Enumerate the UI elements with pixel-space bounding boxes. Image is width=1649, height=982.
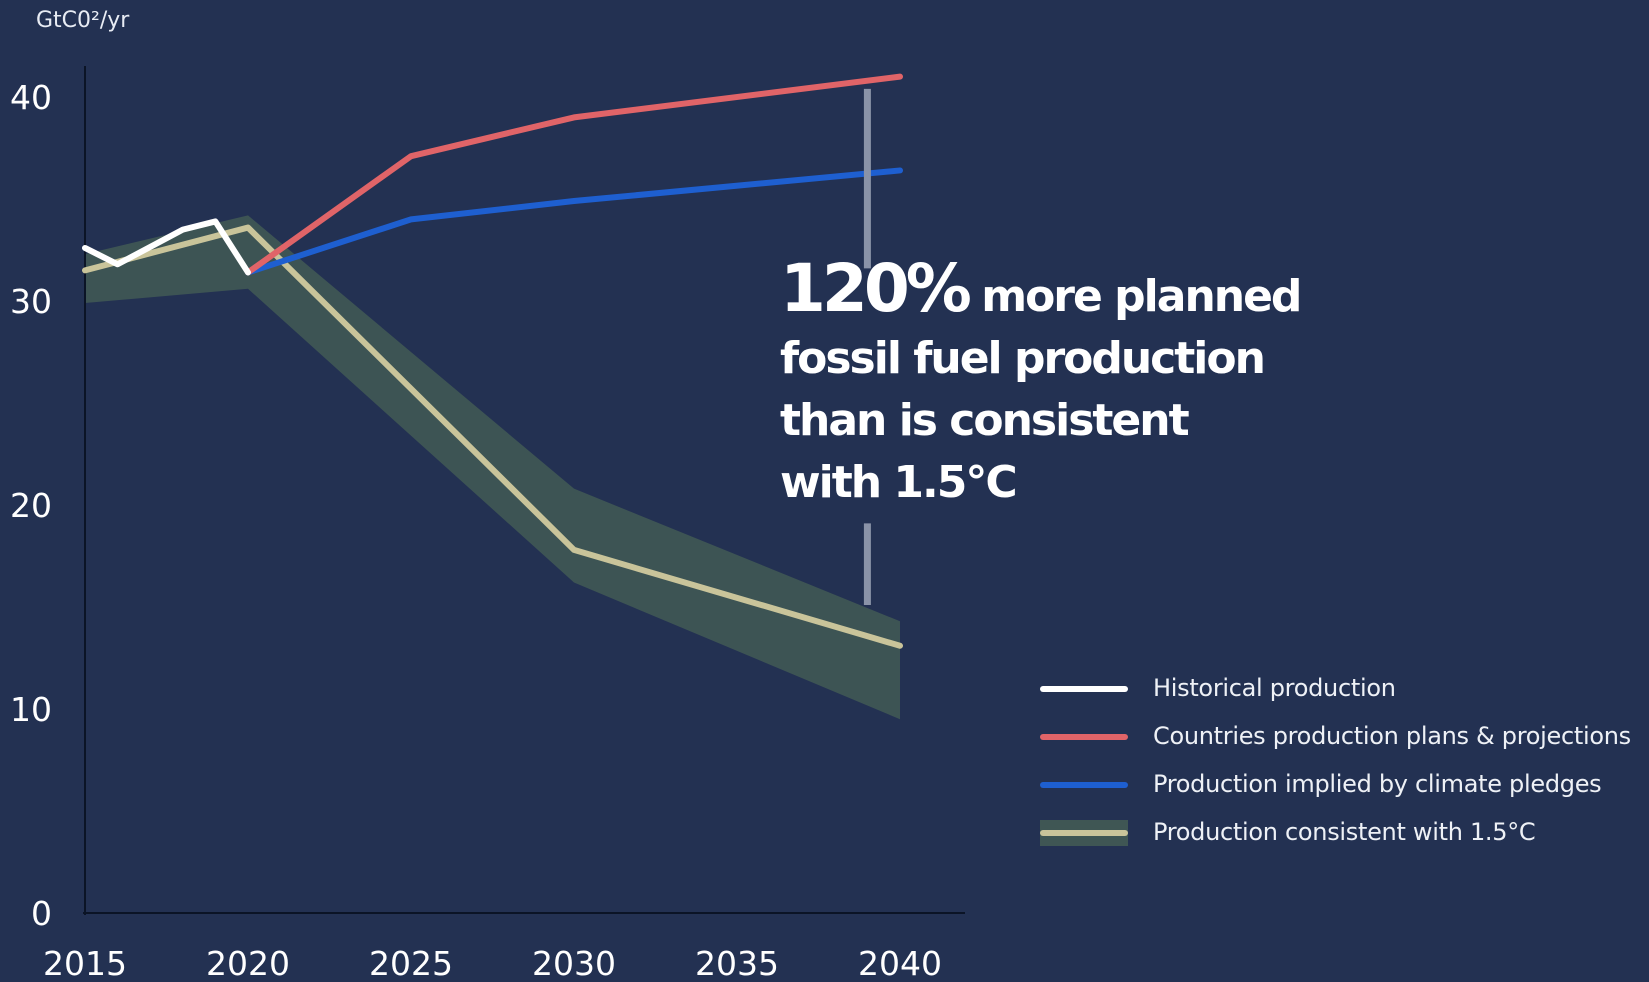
x-tick-label-2020: 2020 [206, 944, 290, 982]
y-tick-label-40: 40 [10, 78, 52, 117]
callout-annotation: 120% more planned fossil fuel production… [780, 256, 1340, 514]
x-tick-label-2030: 2030 [532, 944, 616, 982]
legend-item-consistent: Production consistent with 1.5°C [1040, 808, 1649, 856]
callout-line-1: more planned [981, 271, 1302, 322]
y-tick-label-30: 30 [10, 282, 52, 321]
legend-label-historical: Historical production [1153, 674, 1396, 702]
legend-swatch-pledges [1040, 782, 1128, 788]
callout-line-3: than is consistent [780, 395, 1190, 446]
callout-line-2: fossil fuel production [780, 333, 1266, 384]
legend: Historical production Countries producti… [1040, 664, 1649, 856]
y-tick-label-10: 10 [10, 690, 52, 729]
legend-item-historical: Historical production [1040, 664, 1649, 712]
y-axis-label: GtC0²/yr [36, 8, 130, 33]
x-tick-label-2035: 2035 [695, 944, 779, 982]
series-line-consistent [82, 224, 903, 649]
legend-label-consistent: Production consistent with 1.5°C [1153, 818, 1536, 846]
series-line-plans [245, 73, 903, 276]
legend-label-plans: Countries production plans & projections [1153, 722, 1631, 750]
legend-label-pledges: Production implied by climate pledges [1153, 770, 1602, 798]
x-tick-label-2025: 2025 [369, 944, 453, 982]
legend-swatch-plans [1040, 734, 1128, 740]
legend-swatch-historical [1040, 686, 1128, 692]
y-tick-label-20: 20 [10, 486, 52, 525]
legend-item-pledges: Production implied by climate pledges [1040, 760, 1649, 808]
callout-percent: 120% [780, 250, 972, 327]
series-line-pledges [245, 167, 903, 276]
x-tick-label-2040: 2040 [858, 944, 942, 982]
y-tick-label-0: 0 [31, 894, 52, 933]
series-line-historical [82, 218, 251, 276]
callout-line-4: with 1.5°C [780, 457, 1018, 508]
x-tick-label-2015: 2015 [43, 944, 127, 982]
line-layer [82, 73, 903, 649]
legend-swatch-consistent-line [1040, 830, 1128, 836]
legend-item-plans: Countries production plans & projections [1040, 712, 1649, 760]
legend-swatch-consistent [1040, 820, 1128, 846]
